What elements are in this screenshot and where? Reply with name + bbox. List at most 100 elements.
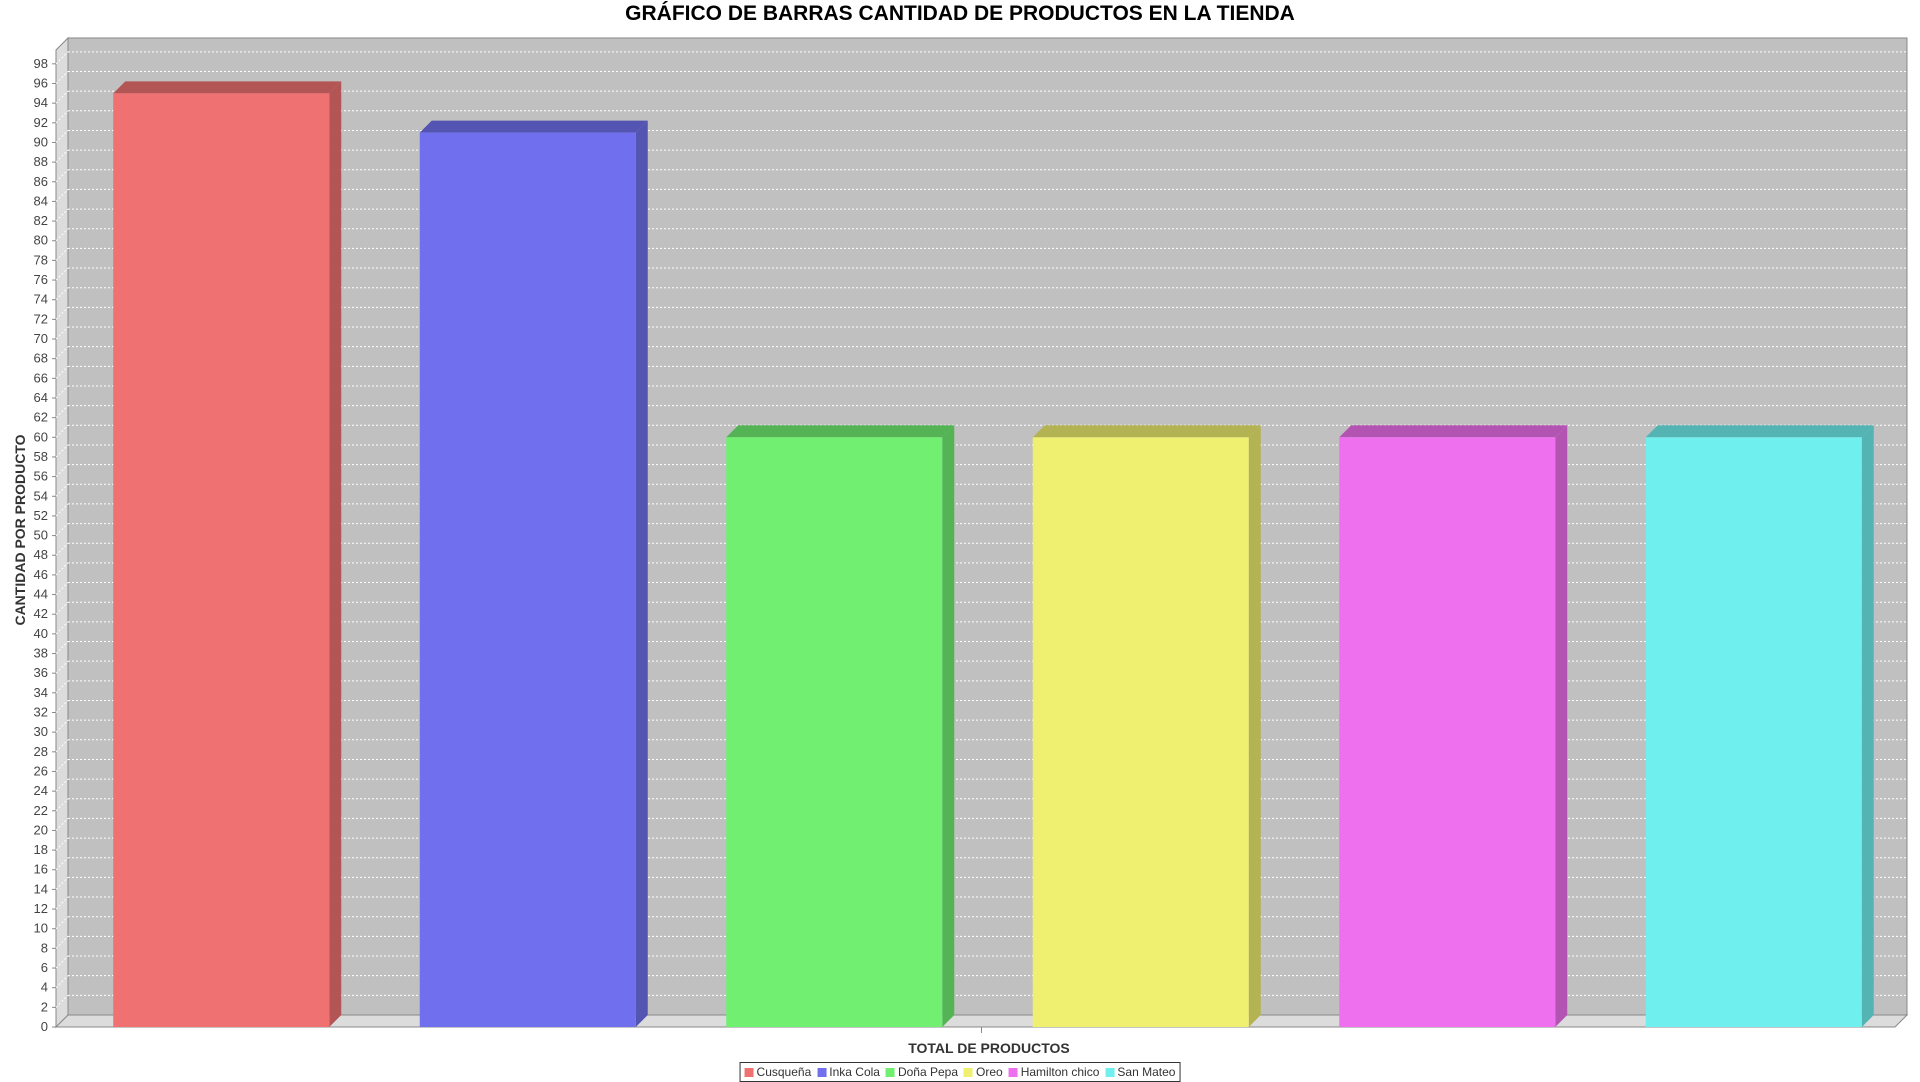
y-tick-label: 66 (34, 370, 48, 385)
plot-back-wall (67, 37, 1908, 1016)
bar (113, 93, 330, 1028)
grid-line-wall (55, 385, 69, 399)
y-tick-label: 80 (34, 233, 48, 248)
legend-swatch (885, 1067, 895, 1077)
bar (419, 132, 636, 1027)
y-tick-label: 16 (34, 862, 48, 877)
legend-label: Doña Pepa (897, 1065, 959, 1079)
y-tick-label: 26 (34, 763, 48, 778)
y-tick-label: 98 (34, 56, 48, 71)
y-tick-label: 56 (34, 469, 48, 484)
grid-line-wall (55, 51, 69, 65)
legend-label: Cusqueña (756, 1065, 812, 1079)
y-tick-label: 50 (34, 528, 48, 543)
grid-line-wall (55, 405, 69, 419)
bar-side (1555, 425, 1568, 1027)
y-tick-label: 86 (34, 174, 48, 189)
y-tick-label: 70 (34, 331, 48, 346)
y-tick-label: 32 (34, 704, 48, 719)
grid-line-wall (55, 523, 69, 536)
y-tick-label: 72 (34, 311, 48, 326)
y-tick-label: 28 (34, 744, 48, 759)
grid-line-wall (55, 680, 69, 694)
bar-side (635, 120, 648, 1027)
grid-line-wall (55, 916, 69, 930)
bar-top (726, 425, 955, 438)
bar (1032, 437, 1249, 1027)
bar-top (1032, 425, 1261, 438)
grid-line-wall (55, 248, 69, 261)
legend-swatch (964, 1067, 974, 1077)
grid-line-wall (55, 444, 69, 458)
bar (726, 437, 943, 1027)
legend-item: Inka Cola (817, 1065, 880, 1079)
grid-line-wall (55, 346, 69, 360)
y-tick-label: 92 (34, 115, 48, 130)
grid-line-wall (55, 503, 69, 517)
grid-line-wall (55, 759, 69, 772)
y-tick-label: 24 (34, 783, 48, 798)
grid-line-wall (55, 582, 69, 595)
grid-line-wall (55, 287, 69, 301)
y-tick-label: 34 (34, 685, 48, 700)
y-tick-label: 40 (34, 626, 48, 641)
grid-line-wall (55, 837, 69, 851)
bar-inka-cola (419, 120, 648, 1027)
y-tick-label: 94 (34, 95, 48, 110)
x-axis-label: TOTAL DE PRODUCTOS (908, 1040, 1070, 1056)
grid-line-wall (55, 857, 69, 871)
legend-item: San Mateo (1105, 1065, 1175, 1079)
y-tick-label: 60 (34, 429, 48, 444)
y-tick-label: 90 (34, 134, 48, 149)
grid-line-wall (55, 208, 69, 222)
plot-area: 0246810121416182022242628303234363840424… (34, 36, 1909, 1034)
y-tick-label: 68 (34, 351, 48, 366)
bar-san-mateo (1645, 425, 1874, 1027)
y-tick-label: 2 (41, 999, 48, 1014)
y-tick-label: 20 (34, 822, 48, 837)
y-tick-label: 82 (34, 213, 48, 228)
bar-top (113, 81, 342, 94)
bar-do-a-pepa (726, 425, 955, 1027)
legend-item: Oreo (964, 1065, 1003, 1079)
y-tick-label: 4 (41, 980, 48, 995)
grid-line-wall (55, 169, 69, 183)
bar-top (419, 120, 648, 133)
y-tick-label: 8 (41, 940, 48, 955)
grid-line-wall (55, 228, 69, 242)
legend-swatch (744, 1067, 754, 1077)
grid-line-wall (55, 71, 69, 84)
y-tick-label: 10 (34, 921, 48, 936)
bar-oreo (1032, 425, 1261, 1027)
legend-label: San Mateo (1117, 1065, 1176, 1079)
y-tick-label: 0 (41, 1019, 48, 1034)
bar-side (1248, 425, 1261, 1027)
y-tick-label: 54 (34, 488, 48, 503)
grid-line-wall (55, 483, 69, 497)
grid-line-wall (55, 110, 69, 124)
bar (1339, 437, 1556, 1027)
y-tick-label: 42 (34, 606, 48, 621)
grid-line-wall (55, 719, 69, 733)
legend-item: Hamilton chico (1008, 1065, 1099, 1079)
grid-line-wall (55, 326, 69, 340)
legend-swatch (817, 1067, 827, 1077)
legend-label: Oreo (976, 1065, 1003, 1079)
bar-side (1861, 425, 1874, 1027)
y-tick-label: 48 (34, 547, 48, 562)
y-tick-label: 52 (34, 508, 48, 523)
grid-line-wall (55, 267, 69, 281)
y-tick-label: 12 (34, 901, 48, 916)
grid-line-wall (55, 365, 69, 379)
grid-line-wall (55, 994, 69, 1008)
bar-top (1645, 425, 1874, 438)
grid-line-wall (55, 621, 69, 635)
plot-left-wall (55, 36, 69, 1029)
grid-line-wall (55, 798, 69, 812)
grid-line-wall (55, 130, 69, 143)
y-tick-label: 18 (34, 842, 48, 857)
y-tick-label: 76 (34, 272, 48, 287)
grid-line-wall (55, 700, 69, 713)
grid-line-wall (55, 955, 69, 969)
grid-line-wall (55, 936, 69, 949)
